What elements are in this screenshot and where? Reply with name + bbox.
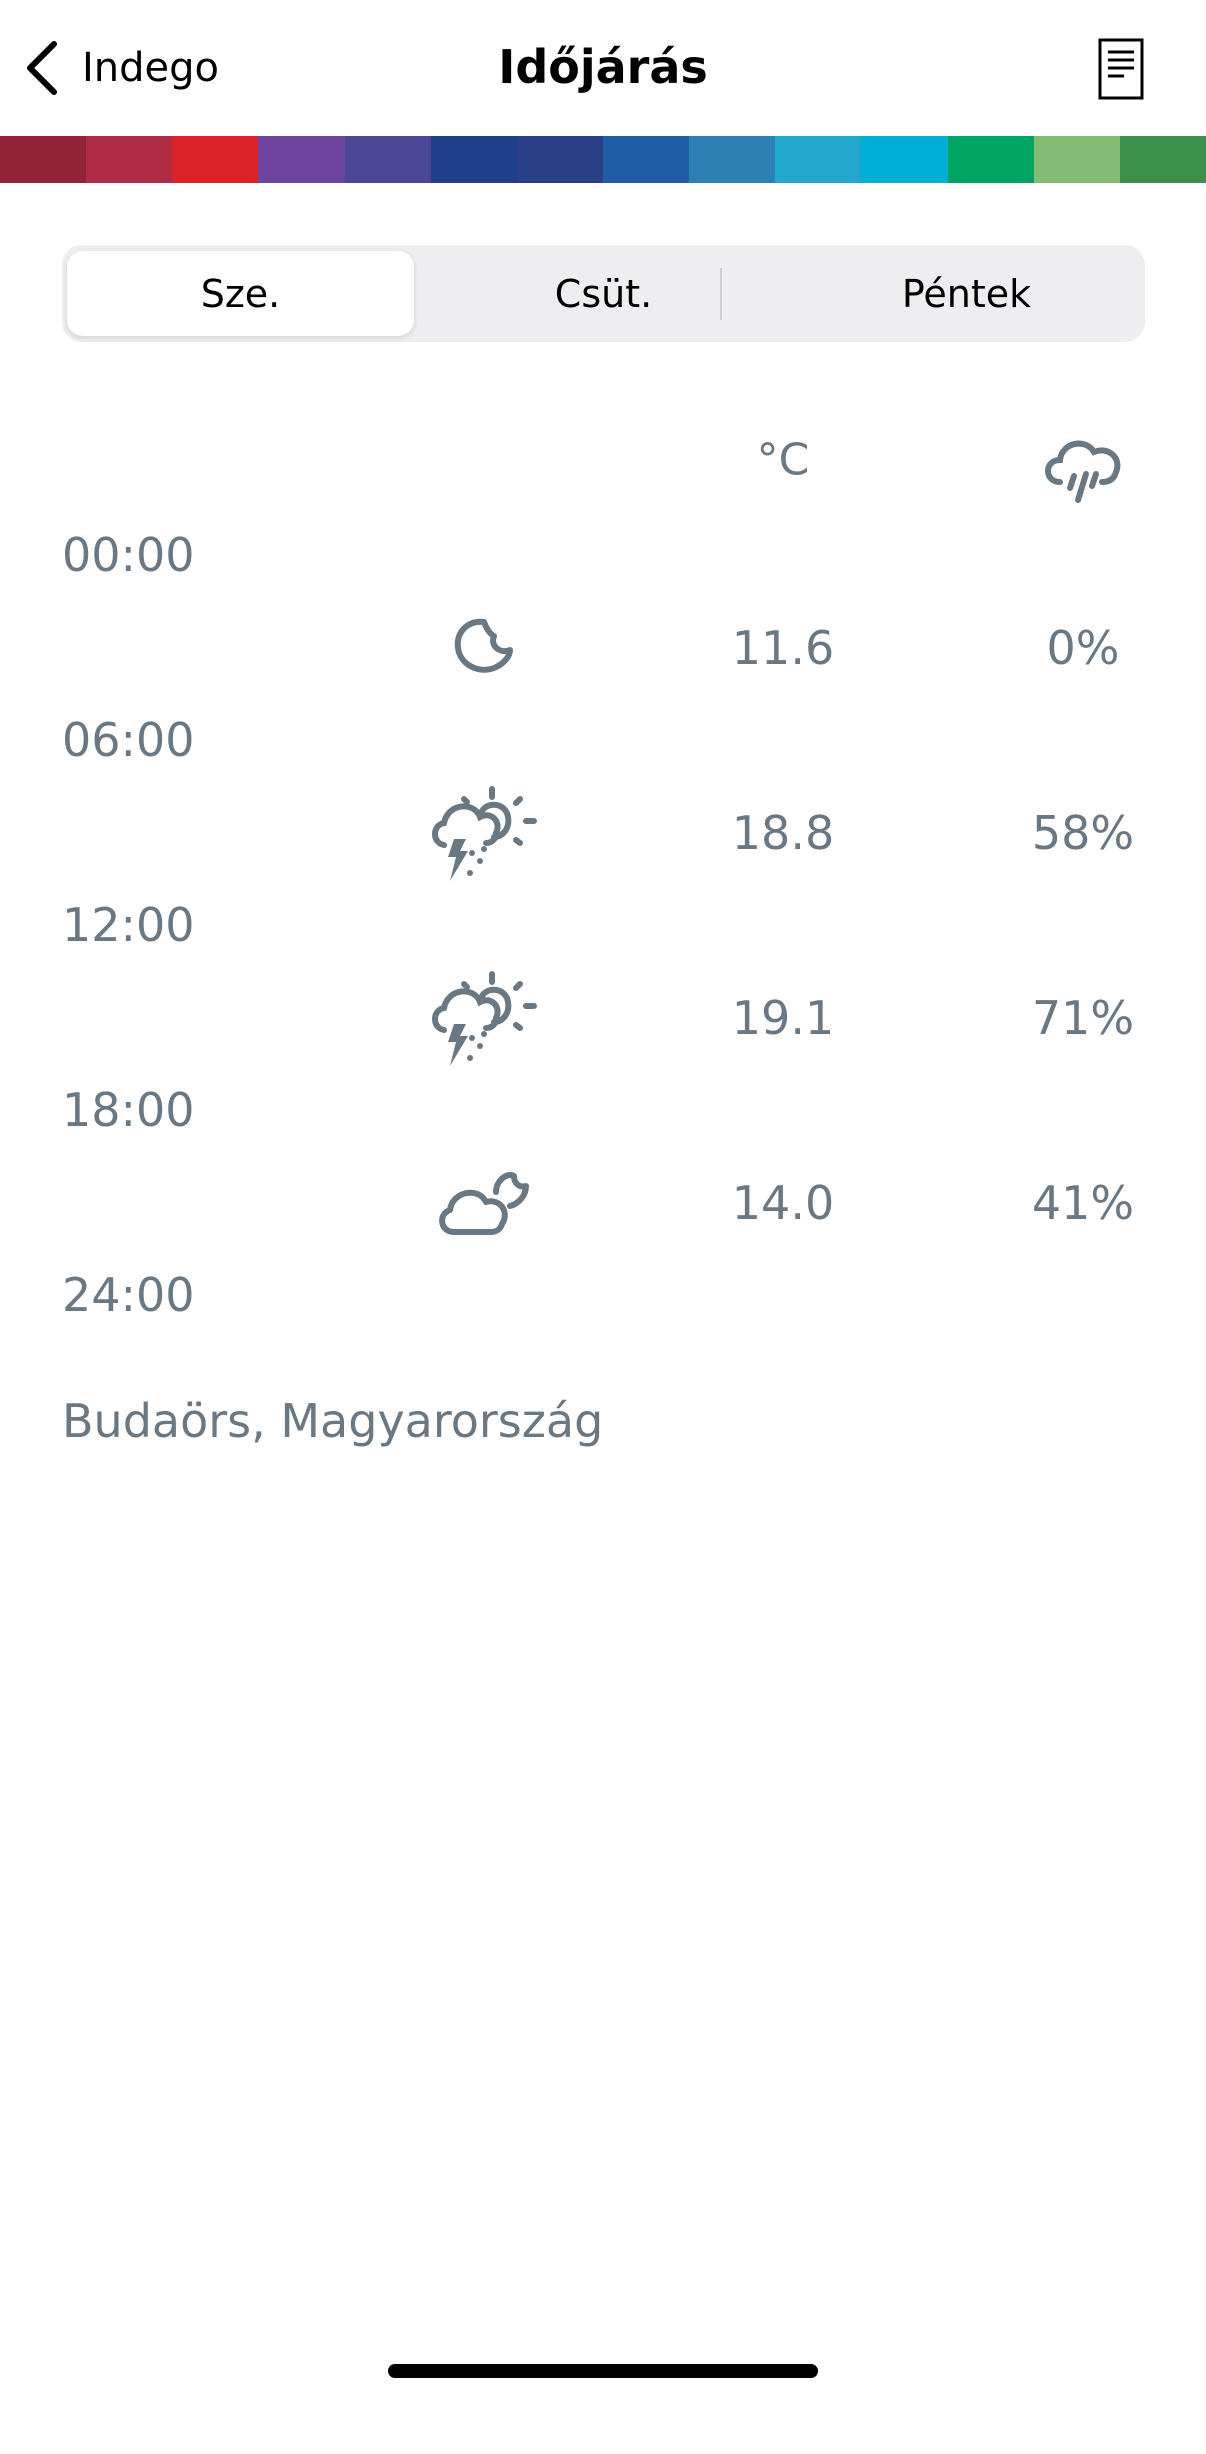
time-label: 06:00 <box>62 713 195 767</box>
band-segment <box>172 136 259 183</box>
band-segment <box>258 136 345 183</box>
band-segment <box>602 136 690 183</box>
time-label: 24:00 <box>62 1268 195 1322</box>
band-segment <box>689 136 776 183</box>
precipitation-value: 71% <box>1031 991 1135 1045</box>
precipitation-value: 41% <box>1031 1176 1135 1230</box>
temperature-value: 11.6 <box>731 621 835 675</box>
back-label: Indego <box>82 45 220 91</box>
thunderstorm-sun-icon <box>432 971 537 1066</box>
chevron-left-icon <box>27 41 57 95</box>
cloud-moon-icon <box>439 1172 529 1235</box>
page-title: Időjárás <box>498 40 708 94</box>
band-segment <box>1033 136 1120 183</box>
band-segment <box>775 136 862 183</box>
band-segment <box>861 136 948 183</box>
tab-thursday[interactable]: Csüt. <box>554 271 653 316</box>
temperature-value: 14.0 <box>731 1176 835 1230</box>
segment-divider <box>720 268 722 320</box>
temperature-value: 19.1 <box>731 991 835 1045</box>
tab-friday[interactable]: Péntek <box>901 271 1032 316</box>
band-segment <box>430 136 517 183</box>
time-label: 12:00 <box>62 898 195 952</box>
day-segmented-control: Sze. Csüt. Péntek <box>62 245 1145 342</box>
band-segment <box>947 136 1034 183</box>
temperature-value: 18.8 <box>731 806 835 860</box>
location-label: Budaörs, Magyarország <box>62 1394 604 1448</box>
document-icon[interactable] <box>1098 38 1144 100</box>
precipitation-value: 58% <box>1031 806 1135 860</box>
brand-color-band <box>0 136 1206 183</box>
time-label: 00:00 <box>62 528 195 582</box>
moon-icon <box>454 618 513 673</box>
time-label: 18:00 <box>62 1083 195 1137</box>
back-button[interactable]: Indego <box>22 38 219 98</box>
temp-unit-header: °C <box>756 434 810 486</box>
rain-cloud-icon <box>1045 440 1121 503</box>
band-segment <box>344 136 431 183</box>
tab-wednesday[interactable]: Sze. <box>67 251 414 336</box>
precipitation-value: 0% <box>1046 621 1120 675</box>
band-segment <box>0 136 87 183</box>
band-segment <box>86 136 173 183</box>
thunderstorm-sun-icon <box>432 786 537 881</box>
band-segment <box>1119 136 1206 183</box>
band-segment <box>516 136 603 183</box>
home-indicator[interactable] <box>388 2364 818 2378</box>
